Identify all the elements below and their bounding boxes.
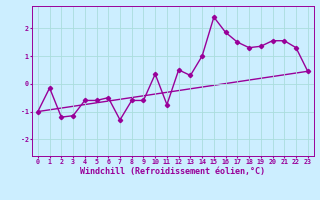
X-axis label: Windchill (Refroidissement éolien,°C): Windchill (Refroidissement éolien,°C) (80, 167, 265, 176)
